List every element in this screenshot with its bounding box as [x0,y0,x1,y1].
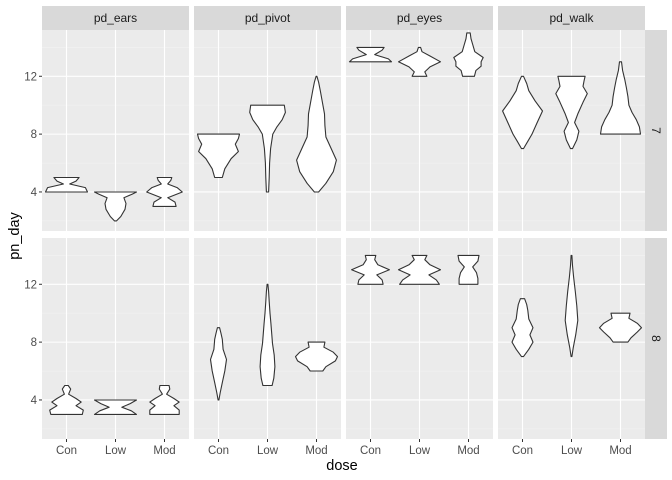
violin-pd_ears-7-Mod [146,176,183,207]
violin-pd_walk-8-Mod [598,312,643,343]
x-tick-label: Low [105,445,127,457]
facet-label-pd_ears: pd_ears [94,11,137,25]
violin-pd_ears-7-Con [44,176,89,193]
violin-pd_pivot-8-Mod [294,341,339,372]
violin-pd_eyes-7-Mod [453,32,484,77]
violin-pd_walk-7-Con [502,75,544,150]
x-tick-label: Mod [457,445,479,457]
x-axis-title: dose [326,458,357,474]
violin-pd_pivot-7-Mod [296,75,337,193]
facet-strip-pd_eyes [346,6,493,30]
x-tick-label: Con [512,445,533,457]
violin-pd_pivot-8-Low [259,283,276,387]
x-tick-label: Con [360,445,381,457]
x-tick-label: Mod [609,445,631,457]
violin-pd_ears-8-Con [49,384,84,415]
violin-pd_ears-8-Low [93,399,138,415]
violin-pd_eyes-8-Low [397,254,442,285]
violin-pd_walk-8-Low [564,254,579,358]
y-tick-label: 8 [31,337,37,349]
violin-pd_pivot-8-Con [209,327,228,401]
facet-label-pd_eyes: pd_eyes [397,11,442,25]
violin-pd_pivot-7-Con [196,133,241,179]
violin-pd_walk-7-Low [555,75,588,150]
row-label-7: 7 [649,127,663,134]
facet-strip-pd_walk [498,6,645,30]
x-tick-label: Low [409,445,431,457]
y-tick-label: 4 [31,395,38,407]
violin-pd_ears-7-Low [93,191,138,222]
facet-strip-pd_ears [42,6,189,30]
violin-pd_ears-8-Mod [149,384,180,415]
violin-pd_eyes-8-Mod [457,254,480,285]
violin-pd_eyes-8-Con [351,254,390,285]
violin-pd_eyes-7-Low [397,46,442,77]
row-strip-7 [645,30,667,231]
violin-pd_walk-7-Mod [599,61,642,135]
y-tick-label: 4 [31,187,38,199]
violin-pd_eyes-7-Con [348,46,393,63]
facet-label-pd_walk: pd_walk [549,11,594,25]
x-tick-label: Con [56,445,77,457]
y-tick-label: 8 [31,129,37,141]
violin-pd_walk-8-Con [511,298,534,358]
facet-panels: pd_ears pd_pivot pd_eyes pd_walk 7 8 4 8 12 4 8 12 C… [24,6,667,457]
facet-strip-pd_pivot [194,6,341,30]
y-tick-label: 12 [24,279,37,291]
x-tick-label: Con [208,445,229,457]
x-tick-label: Mod [305,445,327,457]
x-tick-label: Low [561,445,583,457]
x-tick-label: Mod [153,445,175,457]
facet-label-pd_pivot: pd_pivot [245,11,291,25]
x-tick-label: Low [257,445,279,457]
violin-pd_pivot-7-Low [249,104,286,193]
y-axis-title: pn_day [7,211,23,259]
y-tick-label: 12 [24,71,37,83]
row-strip-8 [645,238,667,439]
row-label-8: 8 [649,335,663,342]
